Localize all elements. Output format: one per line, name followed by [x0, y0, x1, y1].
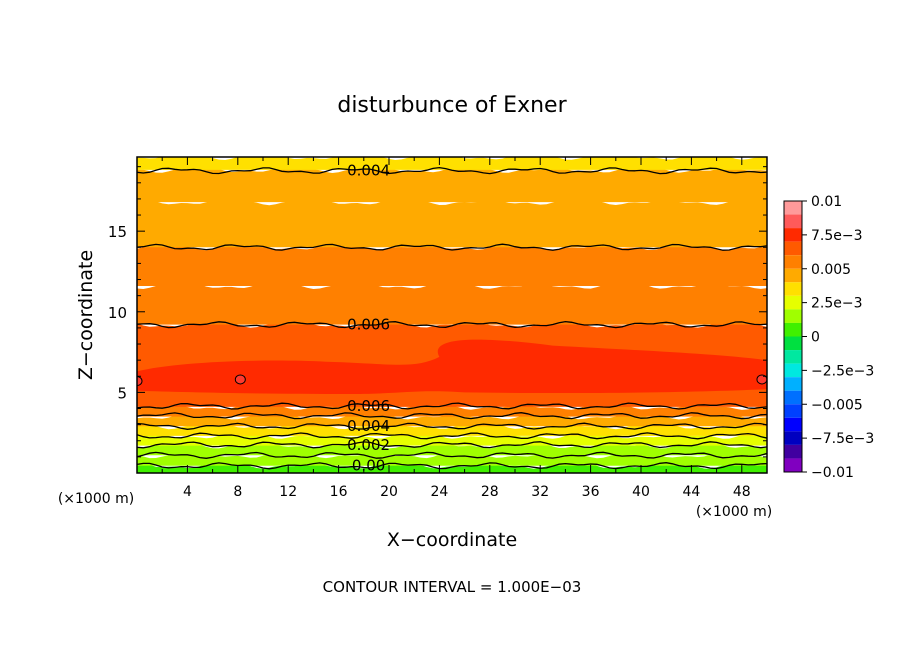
colorbar-band: [784, 444, 802, 459]
field-band: [137, 442, 767, 456]
contour-label: 0.004: [347, 417, 390, 435]
y-axis-label: Z−coordinate: [75, 250, 97, 380]
contour-line: [137, 441, 767, 449]
contour-lines: [137, 166, 767, 470]
x-tick-label: 8: [233, 484, 242, 500]
contour-line: [137, 402, 767, 410]
contour-line: [137, 320, 767, 329]
contour-line: [137, 243, 767, 251]
y-tick-label: 15: [108, 223, 127, 241]
field-band: [137, 423, 767, 436]
colorbar-label: −0.005: [811, 397, 863, 413]
x-axis-label: X−coordinate: [387, 529, 517, 551]
x-tick-label: 24: [430, 484, 448, 500]
contour-line: [137, 412, 767, 420]
colorbar-label: 0: [811, 330, 820, 346]
colorbar-band: [784, 309, 802, 323]
colorbar-band: [784, 268, 802, 283]
contour-line: [137, 422, 767, 430]
contour-label: 0.006: [347, 397, 390, 415]
colorbar-band: [784, 255, 802, 269]
x-tick-label: 4: [183, 484, 192, 500]
colorbar-band: [784, 201, 802, 215]
contour-line: [137, 432, 767, 440]
field-band: [137, 282, 767, 325]
colorbar-band: [784, 431, 802, 445]
x-tick-label: 36: [582, 484, 600, 500]
y-tick-label: 5: [117, 384, 127, 402]
x-unit-left: (×1000 m): [58, 491, 134, 507]
colorbar-label: 2.5e−3: [811, 296, 863, 312]
contour-label: 0.006: [347, 316, 390, 334]
x-axis: 4 8 12 16 20 24 28 32 36 40 44 48: [161, 157, 751, 500]
colorbar-label: −7.5e−3: [811, 431, 874, 447]
x-unit-right: (×1000 m): [696, 504, 772, 520]
contour-label: 0.002: [347, 436, 390, 454]
colorbar-band: [784, 363, 802, 378]
field-band: [137, 413, 767, 427]
contour-interval-footer: CONTOUR INTERVAL = 1.000E−03: [323, 578, 582, 596]
y-axis: 5 10 15: [108, 166, 767, 458]
plot-frame: [136, 156, 768, 474]
colorbar-band: [784, 282, 802, 296]
core-region: [137, 339, 767, 394]
colorbar-band: [784, 241, 802, 256]
colorbar-label: 7.5e−3: [811, 228, 863, 244]
field-band: [137, 157, 767, 170]
contour-line: [137, 166, 767, 175]
contour-line: [137, 462, 767, 470]
field-band: [137, 166, 767, 203]
colorbar-label: 0.01: [811, 194, 842, 210]
colorbar-band: [784, 336, 802, 351]
colorbar-band: [784, 390, 802, 405]
contour-line: [137, 451, 767, 459]
colorbar-band: [784, 417, 802, 432]
colorbar-band: [784, 377, 802, 391]
colorbar-labels: 0.01 7.5e−3 0.005 2.5e−3 0 −2.5e−3 −0.005 −7.5e…: [802, 194, 874, 481]
x-tick-label: 20: [380, 484, 398, 500]
y-tick-label: 10: [108, 304, 127, 322]
colorbar-band: [784, 458, 802, 472]
x-tick-label: 48: [733, 484, 751, 500]
x-tick-label: 12: [279, 484, 297, 500]
colorbar-band: [784, 295, 802, 310]
closed-contour-marker: [137, 376, 143, 387]
colorbar-label: 0.005: [811, 262, 851, 278]
colorbar-band: [784, 350, 802, 364]
field-band: [137, 199, 767, 248]
contour-label: 0.00: [352, 457, 385, 475]
colorbar-band: [784, 322, 802, 337]
colorbar: [783, 200, 803, 473]
colorbar-band: [784, 214, 802, 229]
closed-contour-marker: [234, 374, 246, 385]
colorbar-band: [784, 228, 802, 242]
x-tick-label: 16: [330, 484, 348, 500]
contour-label: 0.004: [347, 162, 390, 180]
x-tick-label: 44: [682, 484, 700, 500]
colorbar-label: −0.01: [811, 465, 854, 481]
chart-title: disturbunce of Exner: [337, 93, 567, 118]
colorbar-label: −2.5e−3: [811, 363, 874, 379]
x-tick-label: 32: [531, 484, 549, 500]
field-band: [137, 462, 767, 473]
colorbar-band: [784, 404, 802, 418]
x-tick-label: 40: [632, 484, 650, 500]
x-tick-label: 28: [481, 484, 499, 500]
field-band: [137, 244, 767, 286]
